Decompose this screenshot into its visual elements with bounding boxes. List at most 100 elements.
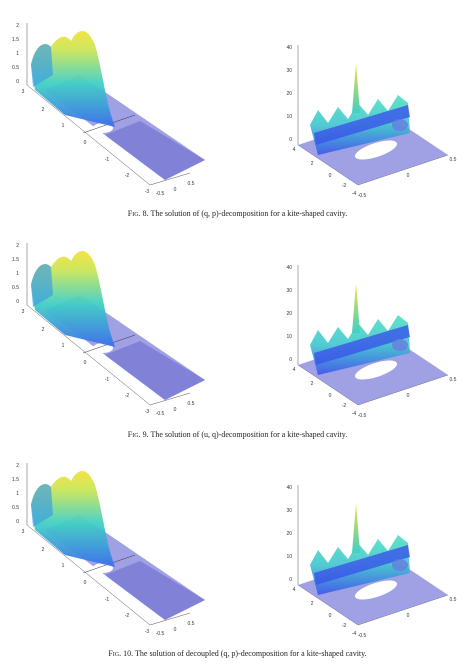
figure-row: 2 1.5 1 0.5 0 3 2 1 0 -1 -2 -3 -0.5 0 0.5 40 30 20 10 0 4 2 0-… xyxy=(0,235,475,435)
x-tick-label: -0.5 xyxy=(358,193,367,199)
z-tick-label: 30 xyxy=(286,508,292,514)
y-axis xyxy=(26,84,151,186)
wave-surface-side xyxy=(31,44,53,87)
z-tick-label: 0 xyxy=(16,519,19,525)
x-tick-label: -0.5 xyxy=(156,411,165,417)
z-tick-label: 10 xyxy=(286,334,292,340)
y-tick-label: -3 xyxy=(145,409,150,415)
y-tick-label: -4 xyxy=(352,411,357,417)
x-tick-label: -0.5 xyxy=(358,633,367,639)
y-tick-label: -1 xyxy=(105,377,110,383)
y-tick-label: 2 xyxy=(311,381,314,387)
x-tick-label: -0.5 xyxy=(156,191,165,197)
y-axis xyxy=(26,524,151,626)
z-tick-label: 20 xyxy=(286,531,292,537)
x-tick-label: 0.5 xyxy=(188,401,195,407)
wave-surface-side xyxy=(31,264,53,307)
figure-row: 2 1.5 1 0.5 0 3 2 1 0 -1 -2 -3 -0.5 0 0.5 40 30 20 10 0 4 2 0-… xyxy=(0,15,475,215)
y-tick-label: -1 xyxy=(105,597,110,603)
z-tick-label: 1.5 xyxy=(12,477,19,483)
surface-band xyxy=(314,105,410,145)
z-tick-label: 40 xyxy=(286,485,292,491)
figure-row: 2 1.5 1 0.5 0 3 2 1 0 -1 -2 -3 -0.5 0 0.5 40 30 20 10 0 4 2 0-… xyxy=(0,455,475,655)
cavity-hole xyxy=(93,123,113,133)
x-tick-label: 0.5 xyxy=(450,597,457,603)
y-tick-label: -1 xyxy=(105,157,110,163)
base-plane-front xyxy=(105,121,205,180)
y-tick-label: 2 xyxy=(42,107,45,113)
x-tick-label: 0 xyxy=(407,173,410,179)
y-tick-label: -3 xyxy=(145,629,150,635)
caption-text: The solution of (u, q)-decomposition for… xyxy=(150,430,348,439)
surface-band xyxy=(314,545,410,585)
x-tick-label: 0.5 xyxy=(188,181,195,187)
y-tick-label: -2 xyxy=(342,183,347,189)
y-tick-label: -2 xyxy=(125,393,130,399)
x-tick-label: 0 xyxy=(407,613,410,619)
z-tick-label: 0.5 xyxy=(12,285,19,291)
z-tick-label: 1 xyxy=(16,491,19,497)
y-tick-label: 0 xyxy=(84,140,87,146)
z-tick-label: 0 xyxy=(289,577,292,583)
y-tick-label: -4 xyxy=(352,191,357,197)
z-tick-label: 0 xyxy=(289,357,292,363)
z-tick-label: 2 xyxy=(16,23,19,29)
z-tick-label: 40 xyxy=(286,45,292,51)
y-tick-label: -4 xyxy=(352,631,357,637)
x-axis xyxy=(149,392,191,406)
figure-caption: Fig. 8. The solution of (q, p)-decomposi… xyxy=(0,209,475,218)
z-tick-label: 1.5 xyxy=(12,257,19,263)
z-tick-label: 0.5 xyxy=(12,65,19,71)
wave-surface xyxy=(31,31,115,127)
caption-text: The solution of decoupled (q, p)-decompo… xyxy=(135,649,367,658)
surface-lobe xyxy=(392,559,408,571)
y-axis xyxy=(26,304,151,406)
spike-peak xyxy=(352,283,360,333)
cavity-hole xyxy=(354,140,398,160)
z-tick-label: 0.5 xyxy=(12,505,19,511)
z-tick-label: 1.5 xyxy=(12,37,19,43)
caption-label: Fig. 10. xyxy=(108,649,134,658)
surface-lobe xyxy=(392,339,408,351)
cavity-hole xyxy=(354,580,398,600)
y-tick-label: 4 xyxy=(293,147,296,153)
y-tick-label: 3 xyxy=(22,309,25,315)
z-tick-label: 1 xyxy=(16,51,19,57)
y-tick-label: -2 xyxy=(342,623,347,629)
x-tick-label: 0.5 xyxy=(450,157,457,163)
z-tick-label: 10 xyxy=(286,114,292,120)
z-tick-label: 20 xyxy=(286,91,292,97)
z-tick-label: 1 xyxy=(16,271,19,277)
base-plane-front xyxy=(105,561,205,620)
spike-peak xyxy=(352,63,360,113)
z-tick-label: 20 xyxy=(286,311,292,317)
wave-surface-side xyxy=(31,484,53,527)
z-tick-label: 40 xyxy=(286,265,292,271)
z-tick-label: 30 xyxy=(286,288,292,294)
cavity-hole xyxy=(354,360,398,380)
x-tick-label: 0.5 xyxy=(188,621,195,627)
caption-label: Fig. 8. xyxy=(127,209,149,218)
y-tick-label: -3 xyxy=(145,189,150,195)
z-tick-label: 0 xyxy=(16,79,19,85)
y-tick-label: 3 xyxy=(22,529,25,535)
figure-caption: Fig. 10. The solution of decoupled (q, p… xyxy=(0,649,475,658)
surface-band xyxy=(314,325,410,365)
y-tick-label: 0 xyxy=(329,173,332,179)
x-tick-label: 0.5 xyxy=(450,377,457,383)
y-tick-label: 2 xyxy=(42,327,45,333)
y-tick-label: -2 xyxy=(125,173,130,179)
y-tick-label: 0 xyxy=(329,613,332,619)
y-tick-label: 1 xyxy=(62,343,65,349)
y-tick-label: 2 xyxy=(311,161,314,167)
z-tick-label: 30 xyxy=(286,68,292,74)
figure-caption: Fig. 9. The solution of (u, q)-decomposi… xyxy=(0,430,475,439)
y-tick-label: 1 xyxy=(62,563,65,569)
x-axis xyxy=(149,612,191,626)
z-tick-label: 0 xyxy=(16,299,19,305)
x-tick-label: 0 xyxy=(174,627,177,633)
x-tick-label: 0 xyxy=(407,393,410,399)
